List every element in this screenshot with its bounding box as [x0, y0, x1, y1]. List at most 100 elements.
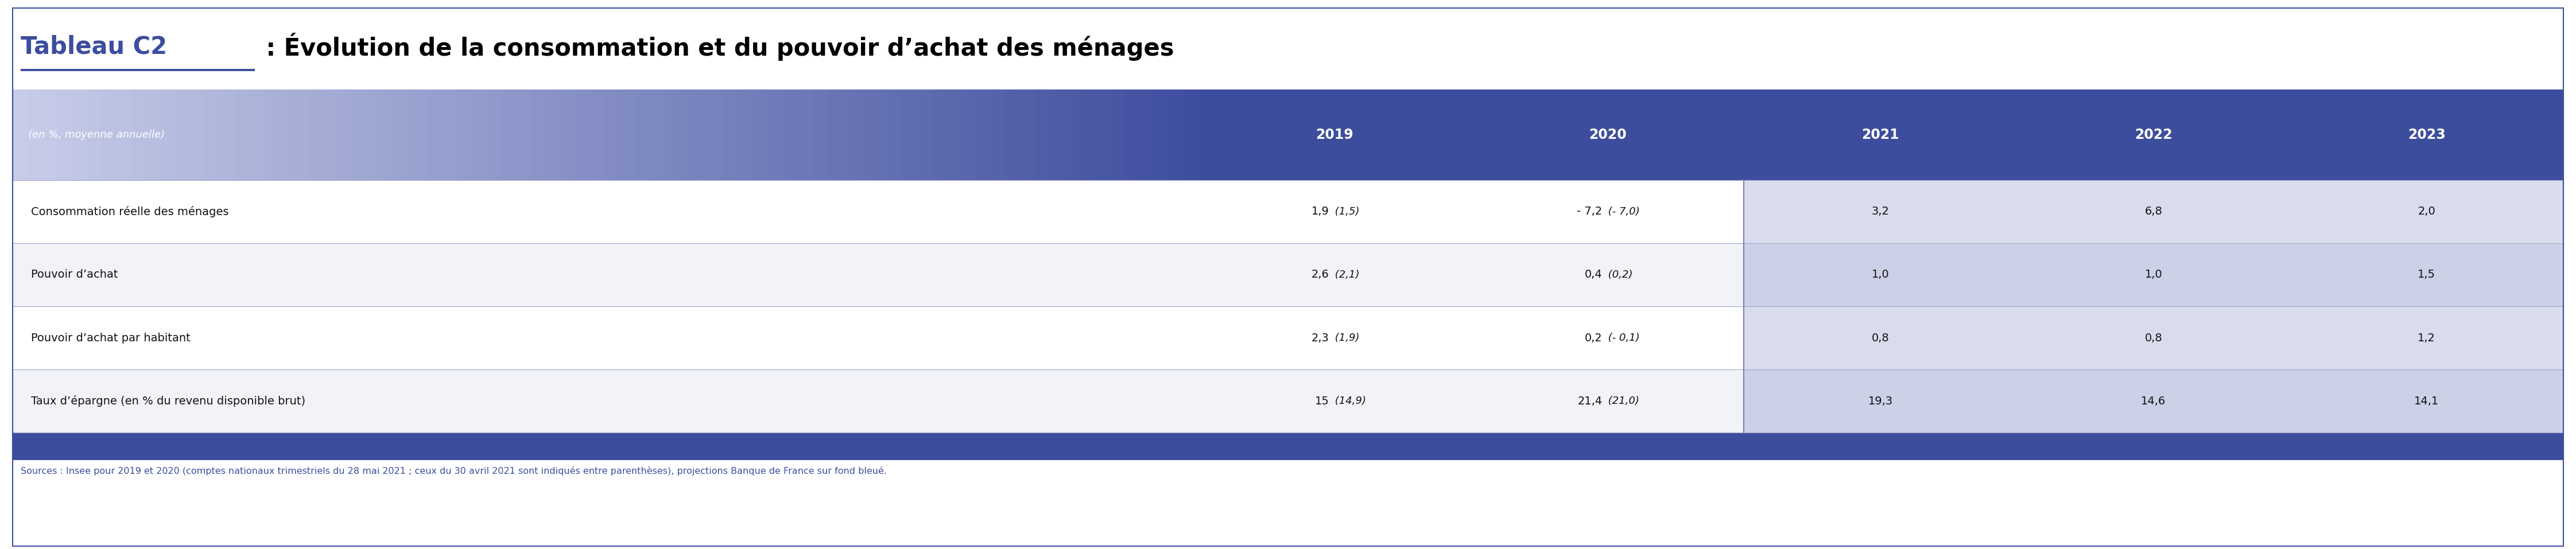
- Text: 2021: 2021: [1862, 128, 1899, 142]
- Bar: [340, 89, 355, 180]
- Bar: [1123, 89, 1139, 180]
- Bar: [487, 89, 502, 180]
- Bar: [1095, 89, 1110, 180]
- Bar: [858, 89, 873, 180]
- Text: (14,9): (14,9): [1332, 396, 1365, 406]
- Bar: [222, 89, 237, 180]
- Bar: [88, 89, 103, 180]
- Text: (1,5): (1,5): [1332, 206, 1360, 217]
- Text: 1,0: 1,0: [2146, 270, 2161, 280]
- Text: 15: 15: [1314, 396, 1329, 406]
- Bar: [1471, 89, 1744, 180]
- Bar: [827, 89, 842, 180]
- Bar: [811, 89, 829, 180]
- Bar: [1167, 89, 1185, 180]
- Text: (0,2): (0,2): [1605, 270, 1633, 280]
- Bar: [871, 89, 889, 180]
- Bar: [842, 89, 858, 180]
- Bar: [502, 89, 518, 180]
- Bar: [265, 89, 281, 180]
- Text: (en %, moyenne annuelle): (en %, moyenne annuelle): [28, 130, 165, 140]
- Bar: [278, 89, 296, 180]
- Text: 14,1: 14,1: [2414, 396, 2439, 406]
- Text: (- 0,1): (- 0,1): [1605, 333, 1641, 343]
- Bar: [13, 180, 1744, 243]
- Bar: [768, 89, 783, 180]
- Bar: [634, 89, 652, 180]
- Bar: [13, 89, 28, 180]
- Bar: [724, 89, 739, 180]
- Bar: [989, 89, 1007, 180]
- Bar: [1064, 89, 1079, 180]
- Text: (21,0): (21,0): [1605, 396, 1638, 406]
- Bar: [739, 89, 755, 180]
- Bar: [1051, 89, 1066, 180]
- Bar: [577, 89, 592, 180]
- Text: Pouvoir d’achat par habitant: Pouvoir d’achat par habitant: [31, 333, 191, 343]
- Bar: [103, 89, 118, 180]
- Bar: [1108, 89, 1126, 180]
- Bar: [1182, 89, 1198, 180]
- Bar: [206, 89, 222, 180]
- Bar: [799, 89, 814, 180]
- Text: (- 7,0): (- 7,0): [1605, 206, 1641, 217]
- Bar: [708, 89, 726, 180]
- Text: 2022: 2022: [2136, 128, 2172, 142]
- Bar: [886, 89, 902, 180]
- Text: 1,2: 1,2: [2419, 333, 2434, 343]
- Bar: [459, 89, 474, 180]
- Bar: [57, 89, 75, 180]
- Bar: [752, 89, 770, 180]
- Bar: [353, 89, 371, 180]
- Bar: [160, 89, 178, 180]
- Text: 2,0: 2,0: [2419, 206, 2434, 217]
- Bar: [13, 433, 2563, 460]
- Bar: [412, 89, 430, 180]
- Bar: [945, 89, 963, 180]
- Text: 0,2: 0,2: [1584, 333, 1602, 343]
- Text: 19,3: 19,3: [1868, 396, 1893, 406]
- Bar: [546, 89, 562, 180]
- Bar: [72, 89, 88, 180]
- Bar: [13, 8, 2563, 85]
- Bar: [116, 89, 134, 180]
- Bar: [1020, 89, 1036, 180]
- Bar: [783, 89, 799, 180]
- Bar: [443, 89, 459, 180]
- Bar: [384, 89, 399, 180]
- Bar: [961, 89, 976, 180]
- Bar: [515, 89, 533, 180]
- Bar: [309, 89, 325, 180]
- Text: 21,4: 21,4: [1577, 396, 1602, 406]
- Bar: [28, 89, 44, 180]
- Bar: [590, 89, 608, 180]
- Bar: [976, 89, 992, 180]
- Bar: [1744, 369, 2563, 433]
- Bar: [2017, 89, 2290, 180]
- Bar: [2290, 89, 2563, 180]
- Bar: [605, 89, 621, 180]
- Text: 0,8: 0,8: [1873, 333, 1888, 343]
- Bar: [1744, 306, 2563, 369]
- Bar: [1079, 89, 1095, 180]
- Text: Pouvoir d’achat: Pouvoir d’achat: [31, 270, 118, 280]
- Text: Consommation réelle des ménages: Consommation réelle des ménages: [31, 206, 229, 217]
- Text: 14,6: 14,6: [2141, 396, 2166, 406]
- Text: 6,8: 6,8: [2146, 206, 2161, 217]
- Bar: [680, 89, 696, 180]
- Bar: [428, 89, 443, 180]
- Text: : Évolution de la consommation et du pouvoir d’achat des ménages: : Évolution de la consommation et du pou…: [258, 32, 1175, 61]
- Bar: [471, 89, 489, 180]
- Bar: [368, 89, 384, 180]
- Bar: [397, 89, 415, 180]
- Bar: [933, 89, 948, 180]
- Bar: [13, 306, 1744, 369]
- Text: Taux d’épargne (en % du revenu disponible brut): Taux d’épargne (en % du revenu disponibl…: [31, 395, 307, 407]
- Bar: [1198, 89, 1471, 180]
- Bar: [44, 89, 59, 180]
- Bar: [917, 89, 933, 180]
- Bar: [1744, 243, 2563, 306]
- Text: 2019: 2019: [1316, 128, 1352, 142]
- Text: - 7,2: - 7,2: [1577, 206, 1602, 217]
- Text: 0,8: 0,8: [2146, 333, 2161, 343]
